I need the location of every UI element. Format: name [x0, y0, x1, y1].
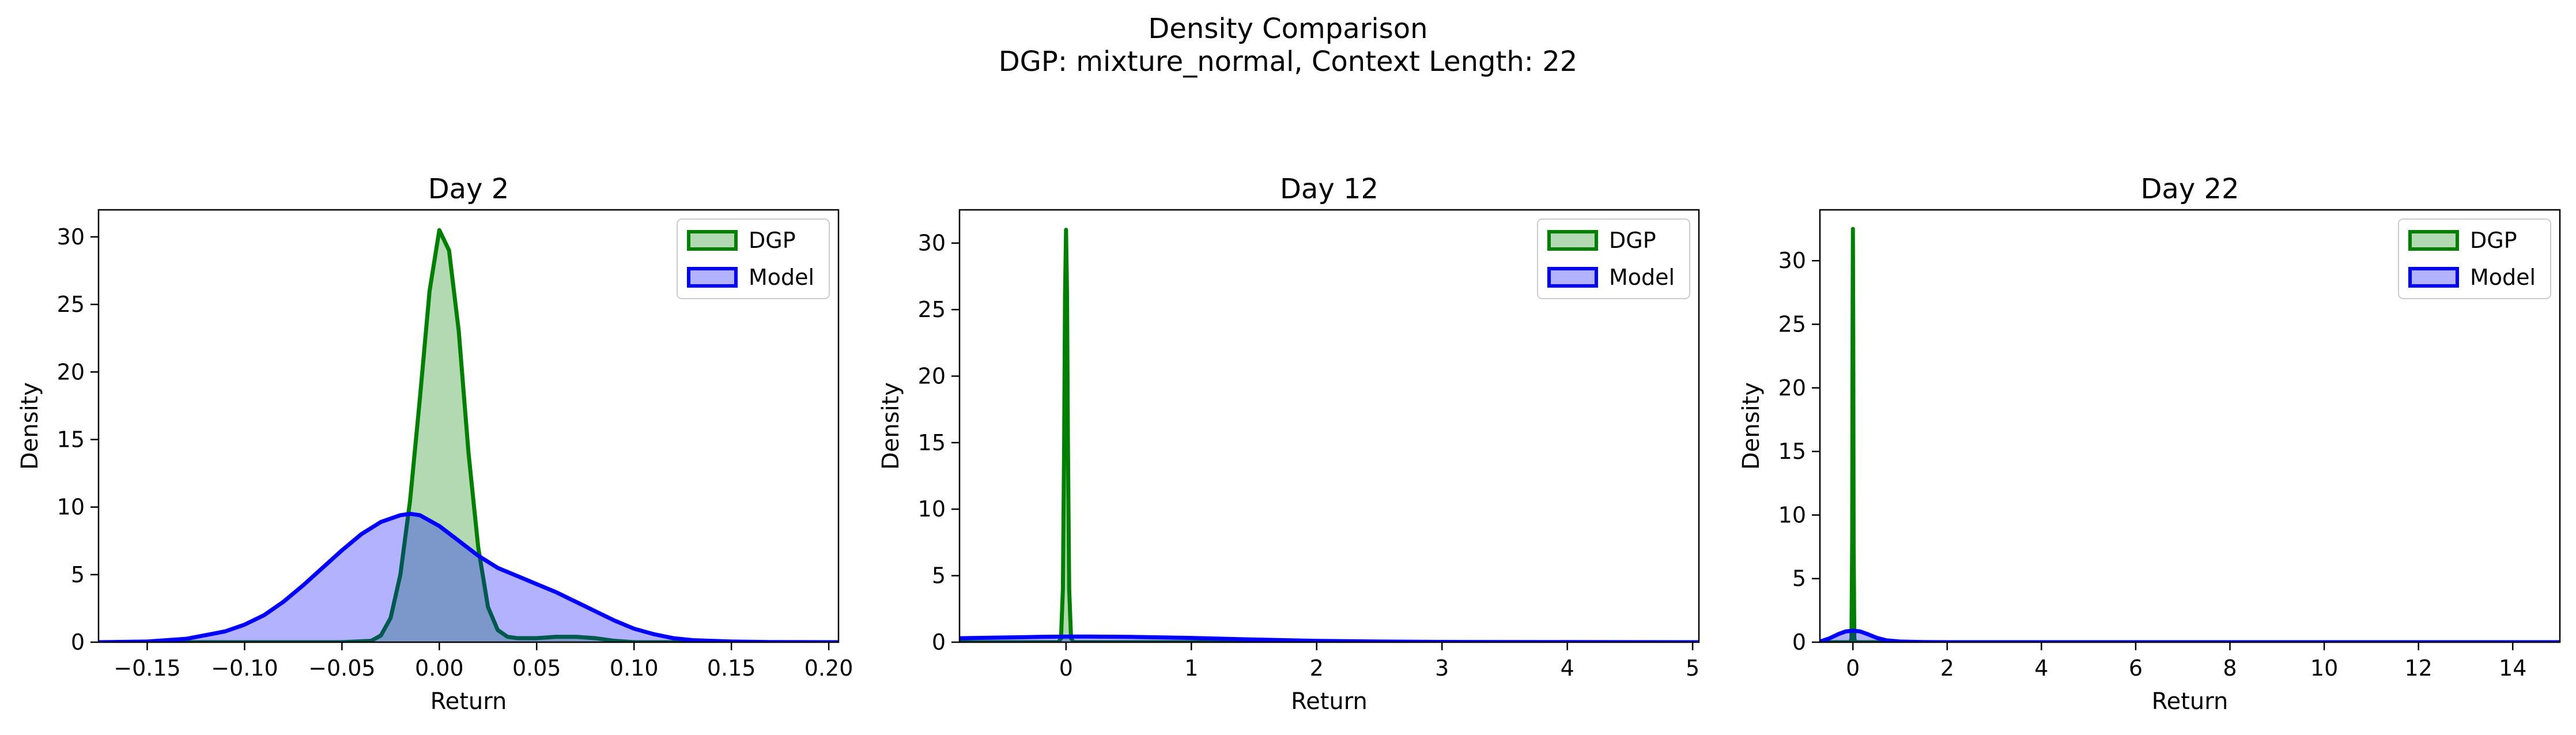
subplot-day-2: −0.15 −0.10 −0.05 0.00 0.05 0.10 0.15 0.20 0 5 10 1… [17, 173, 853, 715]
y-axis-label: Density [1738, 382, 1765, 470]
dgp-legend-swatch [1547, 230, 1598, 251]
model-density-fill [99, 514, 838, 642]
y-tick-label: 5 [932, 563, 946, 589]
legend: DGP Model [677, 218, 830, 299]
x-tick-label: 0 [1059, 655, 1073, 681]
legend: DGP Model [1537, 218, 1690, 299]
legend: DGP Model [2398, 218, 2551, 299]
x-tick-label: 6 [2129, 655, 2143, 681]
x-tick-label: 0.15 [707, 655, 756, 681]
x-tick-label: −0.05 [308, 655, 375, 681]
model-density-line [99, 511, 838, 642]
subplot-title: Day 22 [2140, 173, 2239, 205]
y-tick-label: 15 [1778, 439, 1806, 464]
subplot-day-12: 0 1 2 3 4 5 0 5 10 15 20 25 30 Day 12 Return Density DGP… [878, 173, 1700, 715]
y-tick-label: 20 [57, 359, 85, 385]
x-tick-label: 14 [2499, 655, 2526, 681]
x-tick-label: 10 [2310, 655, 2338, 681]
x-axis-label: Return [2152, 688, 2228, 715]
y-tick-label: 0 [1792, 630, 1806, 655]
subplot-panels: −0.15 −0.10 −0.05 0.00 0.05 0.10 0.15 0.2005101… [17, 173, 2561, 715]
legend-box [1537, 218, 1690, 299]
x-tick-label: 0.10 [610, 655, 659, 681]
axes-frame [1819, 209, 2561, 643]
x-tick-label: 0 [1846, 655, 1860, 681]
y-tick-label: 5 [71, 562, 85, 587]
x-tick-label: −0.15 [114, 655, 180, 681]
x-tick-label: 0.05 [512, 655, 561, 681]
axes-frame [958, 209, 1700, 643]
x-axis-label: Return [430, 688, 507, 715]
y-axis-label: Density [17, 382, 43, 470]
x-tick-label: 0.20 [804, 655, 853, 681]
x-tick-label: 3 [1435, 655, 1449, 681]
x-tick-label: 4 [2034, 655, 2048, 681]
dgp-legend-label: DGP [749, 228, 796, 253]
figure-title: Density Comparison [1148, 13, 1427, 45]
y-tick-label: 15 [57, 427, 85, 452]
model-legend-swatch [2408, 267, 2459, 288]
dgp-legend-label: DGP [1609, 228, 1656, 253]
x-tick-label: 4 [1561, 655, 1574, 681]
y-tick-label: 10 [57, 495, 85, 520]
figure-subtitle: DGP: mixture_normal, Context Length: 22 [999, 46, 1578, 78]
dgp-legend-swatch [687, 230, 738, 251]
subplot-day-22: 0 2 4 6 8 10 12 14 0 5 10 15 20 25 30 Day 22 Return Densi… [1738, 173, 2561, 715]
x-tick-label: 1 [1184, 655, 1198, 681]
model-legend-label: Model [749, 265, 814, 290]
subplot-title: Day 2 [428, 173, 509, 205]
x-axis-label: Return [1291, 688, 1368, 715]
y-tick-label: 10 [918, 496, 946, 522]
y-tick-label: 30 [1778, 248, 1806, 273]
dgp-density-line [99, 228, 838, 642]
y-tick-label: 25 [1778, 312, 1806, 337]
y-tick-label: 25 [57, 292, 85, 317]
dgp-legend-label: DGP [2470, 228, 2517, 253]
dgp-density-line [1820, 227, 2560, 642]
y-tick-label: 25 [918, 297, 946, 322]
y-tick-label: 30 [918, 231, 946, 256]
y-tick-label: 20 [1778, 375, 1806, 401]
x-tick-label: 2 [1940, 655, 1954, 681]
legend-box [2398, 218, 2551, 299]
y-tick-label: 5 [1792, 566, 1806, 591]
x-tick-label: −0.10 [211, 655, 278, 681]
x-tick-label: 0.00 [415, 655, 464, 681]
dgp-legend-swatch [2408, 230, 2459, 251]
y-tick-label: 30 [57, 224, 85, 250]
x-tick-label: 12 [2404, 655, 2432, 681]
y-tick-label: 0 [932, 630, 946, 655]
y-tick-label: 15 [918, 430, 946, 455]
x-tick-label: 5 [1686, 655, 1699, 681]
subplot-title: Day 12 [1280, 173, 1378, 205]
x-tick-label: 2 [1310, 655, 1324, 681]
axes-frame [97, 209, 840, 643]
legend-box [677, 218, 830, 299]
model-legend-label: Model [2470, 265, 2536, 290]
model-legend-swatch [1547, 267, 1598, 288]
x-tick-label: 8 [2223, 655, 2237, 681]
y-axis-label: Density [878, 382, 904, 470]
y-tick-label: 10 [1778, 502, 1806, 527]
model-legend-label: Model [1609, 265, 1675, 290]
y-tick-label: 0 [71, 630, 85, 655]
model-legend-swatch [687, 267, 738, 288]
y-tick-label: 20 [918, 363, 946, 389]
dgp-density-fill [99, 230, 838, 642]
